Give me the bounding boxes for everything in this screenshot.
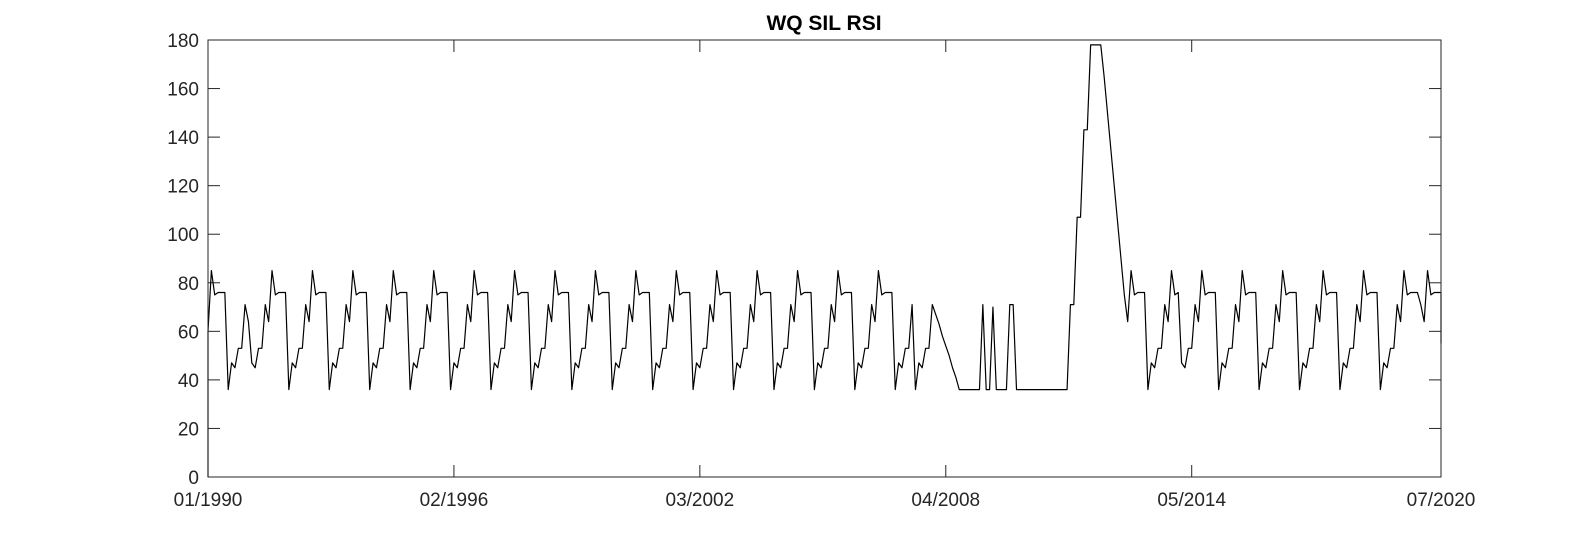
y-tick-label: 140 <box>167 128 199 149</box>
y-tick-label: 40 <box>178 371 199 392</box>
y-tick-label: 100 <box>167 225 199 246</box>
y-axis: 0 20 40 60 80 100 120 140 160 180 <box>167 31 1441 489</box>
y-tick-label: 0 <box>188 468 199 489</box>
y-tick-label: 180 <box>167 31 199 52</box>
y-tick-label: 80 <box>178 274 199 295</box>
y-tick-label: 160 <box>167 80 199 101</box>
x-tick-label: 05/2014 <box>1157 490 1226 511</box>
plot-frame <box>207 39 1442 478</box>
y-tick-label: 60 <box>178 322 199 343</box>
x-tick-label: 07/2020 <box>1407 490 1476 511</box>
x-tick-label: 01/1990 <box>174 490 243 511</box>
x-tick-label: 03/2002 <box>666 490 735 511</box>
y-tick-label: 20 <box>178 419 199 440</box>
x-tick-label: 02/1996 <box>420 490 489 511</box>
x-axis: 01/1990 02/1996 03/2002 04/2008 05/2014 07/20… <box>174 40 1476 511</box>
y-tick-label: 120 <box>167 177 199 198</box>
x-tick-label: 04/2008 <box>911 490 980 511</box>
series-line <box>207 44 1442 477</box>
chart-title: WQ SIL RSI <box>766 12 881 35</box>
